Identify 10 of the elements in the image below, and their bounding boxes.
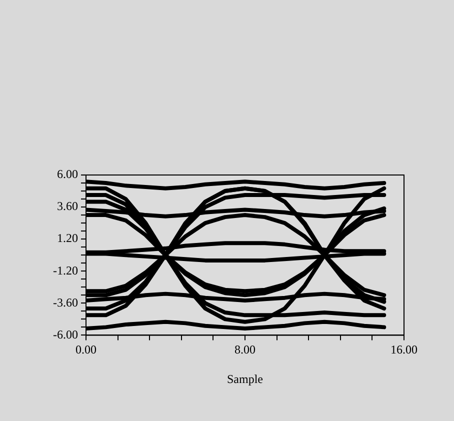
x-tick-label: 8.00	[234, 342, 256, 357]
y-tick-label: -6.00	[52, 327, 78, 342]
x-axis-title: Sample	[227, 372, 263, 386]
y-tick-label: -1.20	[52, 263, 78, 278]
y-tick-label: 6.00	[56, 167, 78, 182]
y-tick-label: -3.60	[52, 295, 78, 310]
x-tick-label: 0.00	[75, 342, 96, 357]
y-tick-label: 1.20	[56, 231, 78, 246]
y-tick-label: 3.60	[56, 199, 78, 214]
x-tick-label: 16.00	[390, 342, 418, 357]
